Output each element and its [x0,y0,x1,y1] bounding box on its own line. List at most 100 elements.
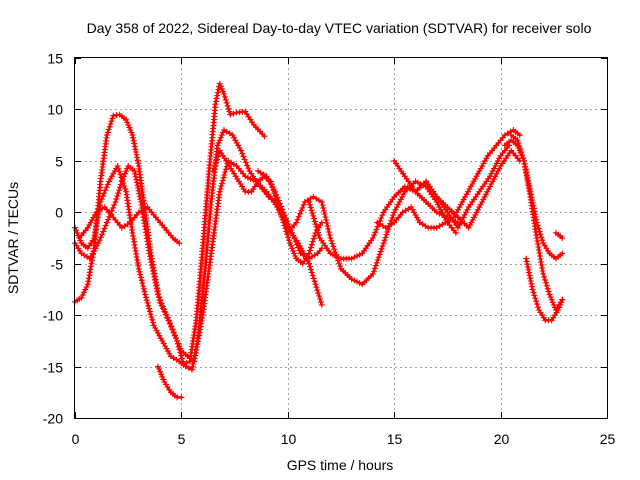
data-point [214,153,221,160]
data-point [230,110,237,117]
data-point [121,183,128,189]
data-point [101,190,108,197]
data-point [211,165,218,172]
data-point [276,200,283,207]
data-point [216,137,223,144]
data-point [281,222,288,229]
data-point [272,188,278,195]
y-tick-label: -20 [43,411,63,427]
data-point [130,134,136,141]
data-point [375,254,382,261]
data-point [335,254,342,261]
data-point [542,276,548,283]
series-markers [210,147,325,267]
data-point [220,174,227,181]
data-point [132,173,139,180]
data-point [481,193,488,200]
data-point [158,300,165,307]
data-point [162,343,169,349]
data-point [555,307,562,313]
data-point [133,151,140,158]
data-point [314,226,321,233]
data-point [354,278,360,285]
data-point [539,268,546,274]
series-track-12 [423,142,513,231]
data-point [313,223,320,230]
data-point [469,181,476,187]
data-point [250,177,257,184]
data-point [307,244,314,251]
data-point [136,190,143,197]
data-point [219,177,226,184]
data-point [227,111,234,118]
data-point [526,269,532,276]
y-tick-label: 5 [55,154,63,170]
data-point [145,302,152,309]
data-point [150,319,156,326]
data-point [313,284,320,291]
data-point [143,294,149,301]
x-tick-label: 15 [387,431,403,447]
data-point [222,169,229,176]
series-track-11 [391,147,523,231]
data-point [267,181,274,187]
data-point [219,129,226,136]
data-point [115,165,122,172]
data-point [318,301,325,308]
data-point [491,175,497,182]
data-point [356,251,363,258]
data-point [532,295,539,302]
data-point [496,155,503,162]
data-point [524,264,531,270]
data-point [182,363,189,370]
data-point [88,253,95,259]
data-point [473,173,480,180]
data-point [213,98,220,105]
data-point [153,285,160,292]
data-point [242,173,249,180]
data-point [134,154,141,161]
data-point [114,163,121,169]
data-point [189,366,195,373]
data-point [105,216,112,223]
data-point [195,335,202,342]
data-point [136,268,143,275]
data-point [351,277,358,284]
data-point [474,170,481,177]
data-point [415,179,422,186]
data-point [559,235,566,241]
data-point [154,288,161,295]
data-point [119,175,126,182]
data-point [536,228,543,235]
series-track-5 [155,363,185,401]
data-point [493,170,500,177]
data-point [102,187,109,194]
data-point [239,150,246,157]
data-point [473,209,480,216]
data-point [274,194,281,201]
data-point [97,234,104,241]
data-point [319,202,326,208]
data-point [331,246,338,253]
data-point [479,163,486,169]
data-point [548,296,555,303]
data-point [559,296,566,303]
series-markers [155,363,185,401]
data-point [483,191,489,198]
x-tick-label: 0 [72,431,80,447]
data-point [240,153,247,160]
data-point [392,206,399,213]
data-point [356,280,363,286]
data-point [519,152,526,158]
data-point [381,237,388,244]
data-point [156,332,163,339]
data-point [311,215,317,222]
data-point [147,253,154,260]
data-point [175,340,182,347]
data-point [107,121,114,127]
data-point [97,199,104,205]
data-point [214,89,221,96]
data-point [373,226,380,233]
y-tick-label: -10 [43,308,63,324]
